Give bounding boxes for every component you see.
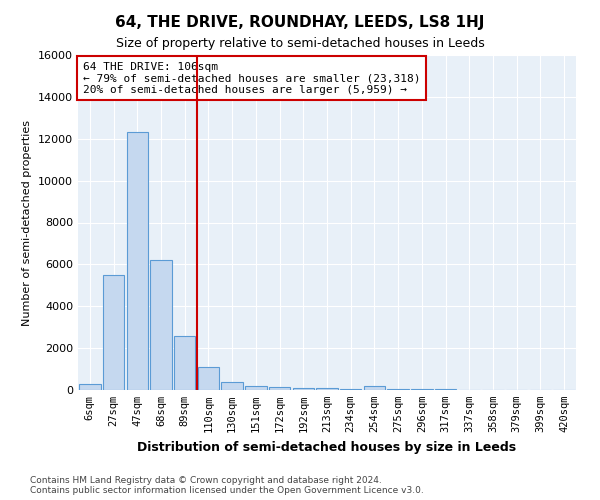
Bar bbox=[293, 388, 314, 390]
X-axis label: Distribution of semi-detached houses by size in Leeds: Distribution of semi-detached houses by … bbox=[137, 440, 517, 454]
Y-axis label: Number of semi-detached properties: Number of semi-detached properties bbox=[22, 120, 32, 326]
Bar bbox=[245, 386, 266, 390]
Bar bbox=[127, 132, 148, 390]
Bar bbox=[411, 389, 433, 390]
Bar bbox=[221, 382, 243, 390]
Bar bbox=[269, 387, 290, 390]
Bar bbox=[364, 386, 385, 390]
Bar bbox=[103, 275, 124, 390]
Text: 64, THE DRIVE, ROUNDHAY, LEEDS, LS8 1HJ: 64, THE DRIVE, ROUNDHAY, LEEDS, LS8 1HJ bbox=[115, 15, 485, 30]
Bar bbox=[388, 389, 409, 390]
Bar bbox=[79, 384, 101, 390]
Bar bbox=[198, 367, 219, 390]
Bar bbox=[340, 389, 361, 390]
Bar bbox=[174, 336, 196, 390]
Text: Size of property relative to semi-detached houses in Leeds: Size of property relative to semi-detach… bbox=[116, 38, 484, 51]
Bar bbox=[316, 388, 338, 390]
Bar bbox=[151, 260, 172, 390]
Text: Contains HM Land Registry data © Crown copyright and database right 2024.
Contai: Contains HM Land Registry data © Crown c… bbox=[30, 476, 424, 495]
Text: 64 THE DRIVE: 106sqm
← 79% of semi-detached houses are smaller (23,318)
20% of s: 64 THE DRIVE: 106sqm ← 79% of semi-detac… bbox=[83, 62, 421, 95]
Bar bbox=[435, 389, 456, 390]
